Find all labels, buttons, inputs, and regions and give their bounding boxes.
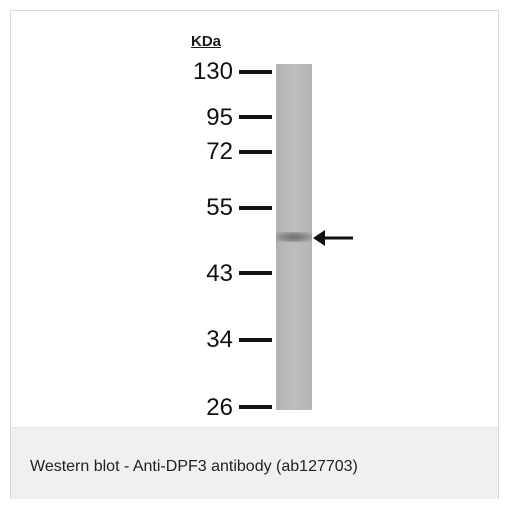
marker-tick-72	[239, 150, 272, 154]
marker-label-34: 34	[206, 326, 233, 353]
marker-tick-34	[239, 338, 272, 342]
caption-bar: Western blot - Anti-DPF3 antibody (ab127…	[11, 427, 498, 499]
arrow-left-icon	[313, 230, 353, 246]
marker-label-43: 43	[206, 260, 233, 287]
marker-label-95: 95	[206, 104, 233, 131]
marker-label-130: 130	[192, 58, 233, 85]
marker-tick-43	[239, 271, 272, 275]
marker-tick-55	[239, 206, 272, 210]
protein-band	[276, 232, 312, 242]
marker-tick-26	[239, 405, 272, 409]
marker-label-26: 26	[206, 394, 233, 421]
marker-tick-95	[239, 115, 272, 119]
unit-label: KDa	[191, 33, 222, 50]
western-blot-image: KDa 130 95 72 55 43 34 26	[11, 11, 498, 427]
figure-card: KDa 130 95 72 55 43 34 26 Western blot -…	[10, 10, 499, 499]
marker-tick-130	[239, 70, 272, 74]
marker-label-72: 72	[206, 138, 233, 165]
figure-caption: Western blot - Anti-DPF3 antibody (ab127…	[30, 458, 358, 475]
marker-label-55: 55	[206, 194, 233, 221]
